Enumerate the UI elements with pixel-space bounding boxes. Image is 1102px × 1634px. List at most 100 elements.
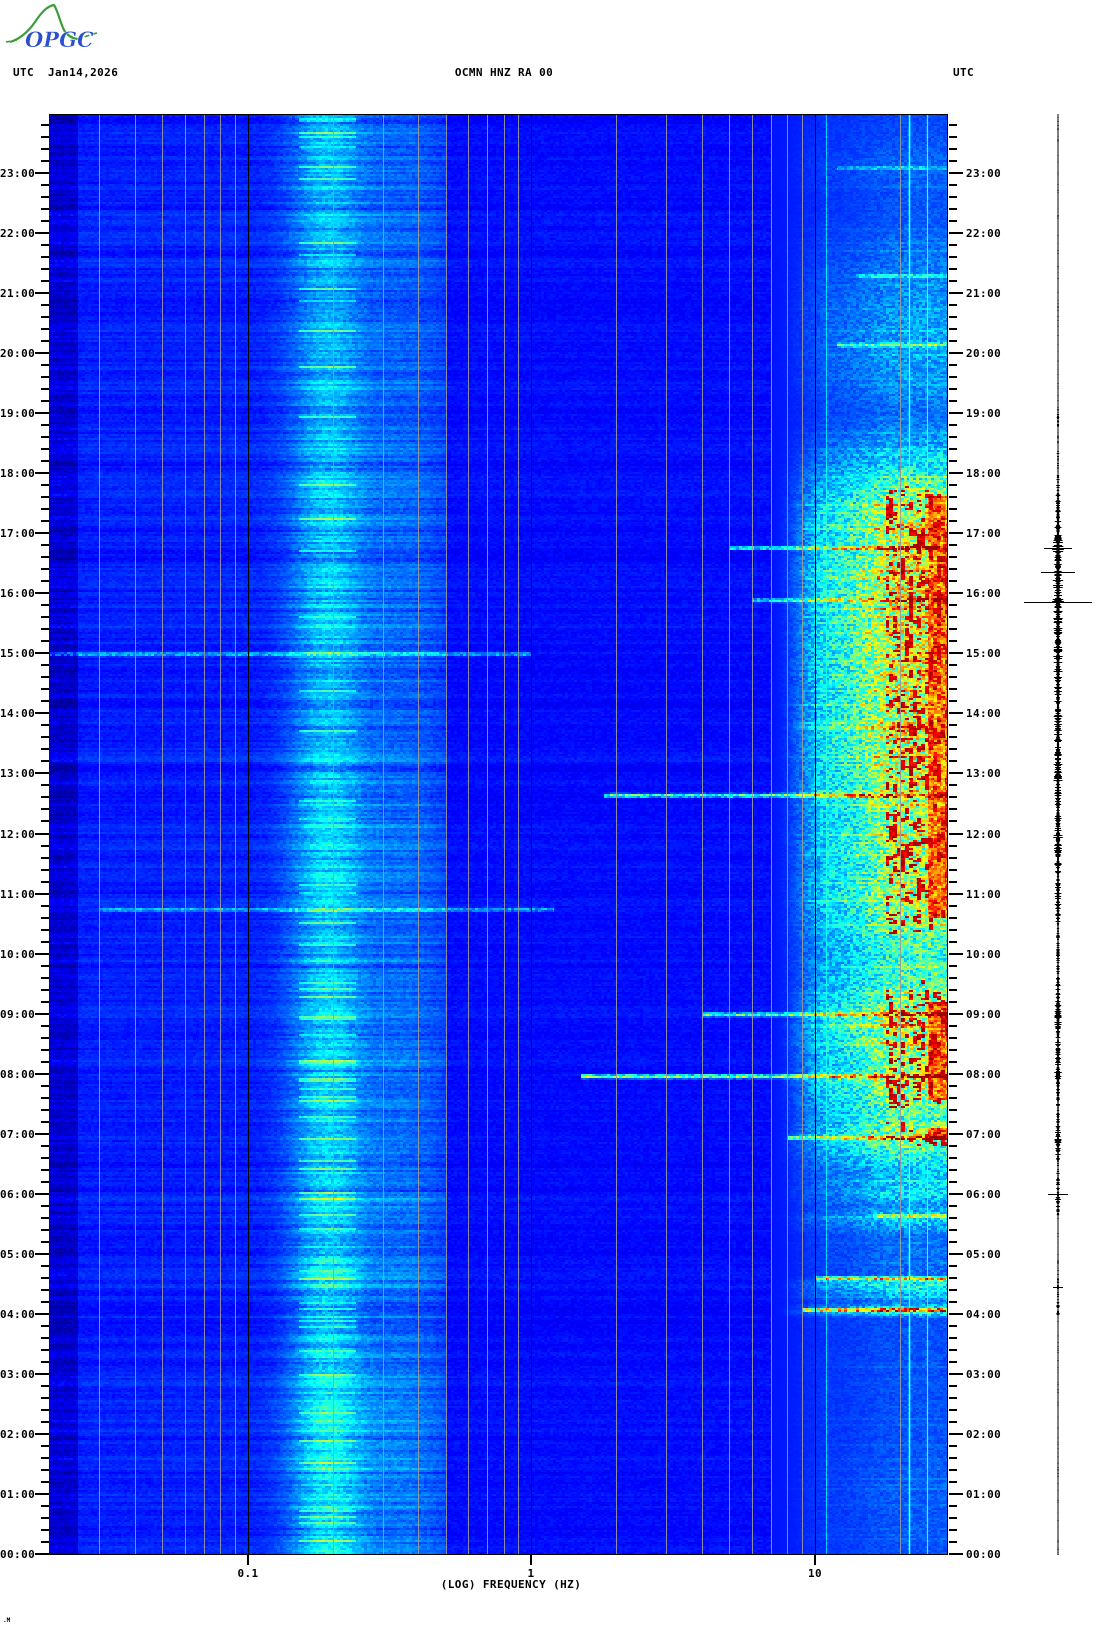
y-tick-left bbox=[41, 1181, 49, 1183]
y-tick-right bbox=[949, 953, 963, 955]
y-tick-right bbox=[949, 496, 957, 498]
y-tick-right bbox=[949, 941, 957, 943]
y-tick-left bbox=[41, 1265, 49, 1267]
y-tick-left bbox=[41, 1385, 49, 1387]
y-tick-right bbox=[949, 977, 957, 979]
y-tick-right bbox=[949, 532, 963, 534]
y-tick-left bbox=[41, 700, 49, 702]
time-label-left: 09:00 bbox=[0, 1008, 36, 1021]
y-tick-right bbox=[949, 796, 957, 798]
y-tick-left bbox=[41, 496, 49, 498]
y-tick-left bbox=[35, 833, 49, 835]
y-tick-right bbox=[949, 820, 957, 822]
y-tick-left bbox=[41, 1445, 49, 1447]
y-tick-right bbox=[949, 724, 957, 726]
y-tick-left bbox=[41, 1217, 49, 1219]
time-label-left: 01:00 bbox=[0, 1488, 36, 1501]
y-tick-right bbox=[949, 1133, 963, 1135]
y-tick-left bbox=[35, 1253, 49, 1255]
y-tick-right bbox=[949, 1013, 963, 1015]
y-tick-right bbox=[949, 316, 957, 318]
y-tick-left bbox=[41, 1241, 49, 1243]
y-tick-left bbox=[41, 917, 49, 919]
y-tick-right bbox=[949, 1037, 957, 1039]
y-tick-left bbox=[41, 760, 49, 762]
time-label-left: 19:00 bbox=[0, 407, 36, 420]
time-label-left: 21:00 bbox=[0, 287, 36, 300]
y-tick-left bbox=[41, 340, 49, 342]
time-label-left: 18:00 bbox=[0, 467, 36, 480]
y-tick-right bbox=[949, 1325, 957, 1327]
y-tick-right bbox=[949, 424, 957, 426]
y-tick-right bbox=[949, 1553, 963, 1555]
x-tick bbox=[530, 1555, 532, 1565]
y-tick-right bbox=[949, 484, 957, 486]
y-tick-right bbox=[949, 784, 957, 786]
y-tick-left bbox=[35, 953, 49, 955]
y-tick-right bbox=[949, 364, 957, 366]
y-tick-left bbox=[35, 532, 49, 534]
y-tick-right bbox=[949, 472, 963, 474]
y-tick-right bbox=[949, 1193, 963, 1195]
y-tick-right bbox=[949, 905, 957, 907]
y-tick-right bbox=[949, 616, 957, 618]
y-tick-right bbox=[949, 412, 963, 414]
y-tick-left bbox=[41, 376, 49, 378]
y-tick-left bbox=[41, 520, 49, 522]
y-tick-left bbox=[41, 977, 49, 979]
y-tick-left bbox=[41, 268, 49, 270]
y-tick-left bbox=[41, 1397, 49, 1399]
time-label-right: 18:00 bbox=[966, 467, 1002, 480]
y-tick-left bbox=[41, 124, 49, 126]
y-tick-right bbox=[949, 1505, 957, 1507]
x-tick-label: 10 bbox=[807, 1567, 823, 1580]
y-tick-right bbox=[949, 304, 957, 306]
y-tick-left bbox=[35, 1493, 49, 1495]
time-label-left: 22:00 bbox=[0, 227, 36, 240]
y-tick-left bbox=[41, 1001, 49, 1003]
y-tick-right bbox=[949, 688, 957, 690]
y-tick-left bbox=[41, 941, 49, 943]
y-tick-left bbox=[41, 388, 49, 390]
time-label-right: 17:00 bbox=[966, 527, 1002, 540]
y-tick-right bbox=[949, 136, 957, 138]
y-tick-left bbox=[41, 1457, 49, 1459]
y-tick-right bbox=[949, 833, 963, 835]
y-tick-right bbox=[949, 1073, 963, 1075]
y-tick-right bbox=[949, 628, 957, 630]
y-tick-right bbox=[949, 1097, 957, 1099]
y-tick-left bbox=[41, 148, 49, 150]
y-tick-right bbox=[949, 893, 963, 895]
y-tick-right bbox=[949, 1517, 957, 1519]
y-tick-left bbox=[41, 1157, 49, 1159]
time-label-right: 16:00 bbox=[966, 587, 1002, 600]
y-tick-right bbox=[949, 568, 957, 570]
opgc-logo: OPGC bbox=[5, 3, 101, 52]
y-tick-right bbox=[949, 292, 963, 294]
y-tick-left bbox=[41, 724, 49, 726]
time-label-left: 04:00 bbox=[0, 1308, 36, 1321]
y-tick-right bbox=[949, 748, 957, 750]
y-tick-left bbox=[35, 1313, 49, 1315]
y-tick-right bbox=[949, 1421, 957, 1423]
y-tick-right bbox=[949, 1001, 957, 1003]
y-tick-left bbox=[35, 1373, 49, 1375]
time-label-left: 05:00 bbox=[0, 1248, 36, 1261]
y-tick-left bbox=[35, 1433, 49, 1435]
y-tick-left bbox=[35, 1193, 49, 1195]
y-tick-left bbox=[35, 172, 49, 174]
y-tick-right bbox=[949, 929, 957, 931]
logo-dash-right bbox=[76, 31, 101, 40]
y-tick-right bbox=[949, 160, 957, 162]
y-tick-right bbox=[949, 1361, 957, 1363]
y-tick-left bbox=[41, 905, 49, 907]
y-tick-left bbox=[41, 736, 49, 738]
time-label-right: 10:00 bbox=[966, 948, 1002, 961]
y-tick-left bbox=[41, 1469, 49, 1471]
x-tick bbox=[814, 1555, 816, 1565]
y-tick-right bbox=[949, 676, 957, 678]
y-tick-right bbox=[949, 328, 957, 330]
y-tick-right bbox=[949, 340, 957, 342]
corner-mark: .M bbox=[3, 1617, 11, 1624]
y-tick-right bbox=[949, 1169, 957, 1171]
